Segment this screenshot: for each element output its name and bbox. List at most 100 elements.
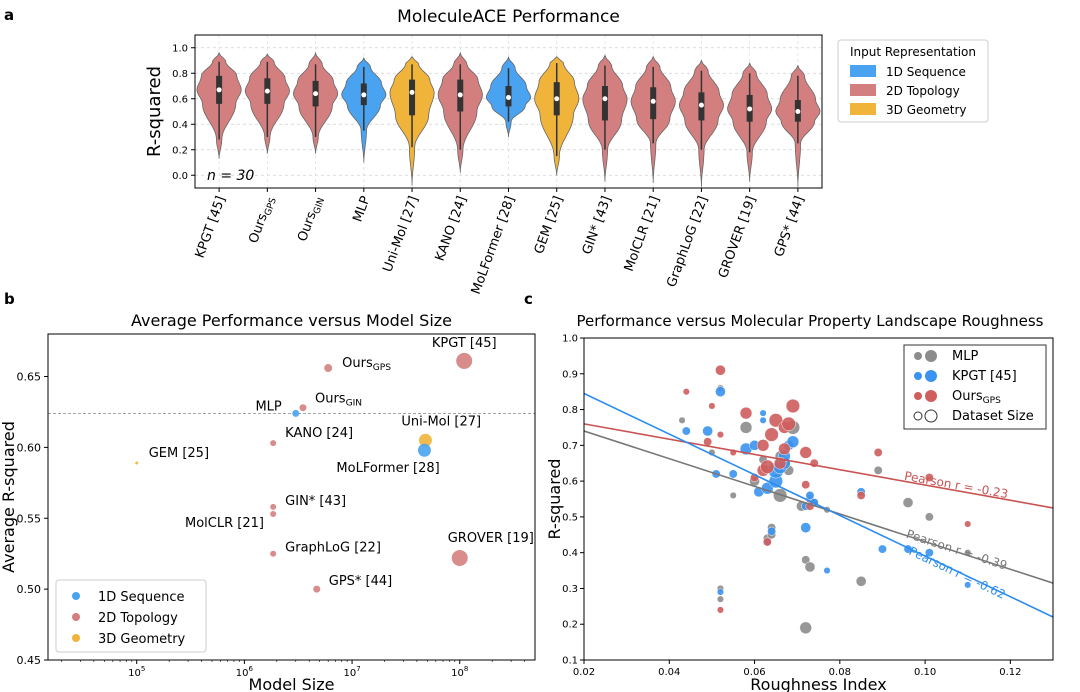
chart-c-xtick-label: 0.08 xyxy=(829,667,851,678)
chart-c-point-oursgps xyxy=(760,459,775,474)
chart-b-point-label: OursGIN xyxy=(315,392,362,409)
chart-c-point-oursgps xyxy=(764,427,779,442)
chart-c-point-oursgps xyxy=(785,398,801,414)
chart-a-ytick-label: 0.6 xyxy=(172,94,188,105)
chart-c-point-oursgps xyxy=(778,442,791,456)
chart-c-point-mlp xyxy=(804,561,816,573)
chart-c-title: Performance versus Molecular Property La… xyxy=(577,312,1044,330)
chart-a-violin: MoleculeACE Performance R-squared 0.0 0.2 0.… xyxy=(144,7,989,296)
chart-c-legend-marker-small xyxy=(914,392,922,400)
chart-b-point-label-base: Ours xyxy=(342,356,373,371)
chart-c-point-kpgt xyxy=(878,544,887,554)
chart-b-point xyxy=(270,503,277,510)
chart-b-point xyxy=(270,440,277,447)
chart-c-point-kpgt xyxy=(924,548,934,558)
chart-b-point-label-base: Ours xyxy=(315,392,346,407)
chart-c-ylabel: R-squared xyxy=(545,459,564,540)
chart-b-point-label-subscript: GPS xyxy=(373,363,392,373)
violin-median xyxy=(602,96,608,102)
chart-b-point xyxy=(292,409,300,417)
chart-a-xtick-label: GraphLoG [22] xyxy=(664,194,711,289)
chart-b-frame xyxy=(47,333,536,661)
chart-c-point-oursgps xyxy=(762,537,772,547)
chart-b-point-label: GEM [25] xyxy=(149,446,209,461)
violin-median xyxy=(216,87,222,93)
chart-c-point-mlp xyxy=(716,595,724,603)
chart-c-point-oursgps xyxy=(873,448,883,457)
chart-a-xtick-label: OursGPS xyxy=(246,194,279,246)
chart-c-ytick-label: 0.2 xyxy=(562,620,578,631)
violin-median xyxy=(698,102,704,108)
chart-c-point-oursgps xyxy=(708,402,716,410)
chart-b-legend-marker xyxy=(72,634,80,642)
chart-c-xtick-label: 0.06 xyxy=(743,667,765,678)
chart-a-xtick-label: GPS* [44] xyxy=(772,194,808,259)
chart-b-point-label: KPGT [45] xyxy=(432,336,497,351)
panel-label-b: b xyxy=(4,290,15,308)
chart-c-point-mlp xyxy=(739,421,753,434)
chart-b-xtick-base: 10 xyxy=(343,668,356,679)
chart-c-legend-label: OursGPS xyxy=(952,389,1001,406)
chart-c-point-kpgt xyxy=(767,526,777,536)
chart-c-point-oursgps xyxy=(799,446,812,459)
chart-b-ytick-label: 0.45 xyxy=(17,654,42,667)
chart-a-xtick-label: GIN* [43] xyxy=(580,194,615,256)
chart-a-xtick-label: KANO [24] xyxy=(433,194,470,263)
chart-c-legend-marker-large xyxy=(924,409,938,423)
chart-a-ytick-label: 0.0 xyxy=(172,171,188,182)
violin-median xyxy=(313,91,319,97)
chart-c-ytick-label: 0.6 xyxy=(562,477,578,488)
chart-b-point xyxy=(270,550,277,557)
chart-a-ylabel: R-squared xyxy=(144,66,165,157)
chart-b-scatter: Average Performance versus Model Size Mod… xyxy=(0,311,536,692)
chart-c-legend-label-base: Ours xyxy=(952,389,983,404)
chart-b-point-label: Uni-Mol [27] xyxy=(401,414,481,429)
violin-iqr-box xyxy=(601,86,608,121)
chart-b-point xyxy=(418,433,432,447)
chart-b-xtick-label: 107 xyxy=(343,665,360,679)
chart-c-legend-marker-large xyxy=(925,370,937,382)
chart-c-legend-marker-small xyxy=(913,411,923,421)
chart-c-point-mlp xyxy=(902,497,914,508)
chart-b-xtick-base: 10 xyxy=(236,668,249,679)
chart-c-point-kpgt xyxy=(805,490,815,500)
chart-c-xtick-label: 0.04 xyxy=(658,667,680,678)
chart-c-point-kpgt xyxy=(702,425,713,437)
chart-c-ytick-label: 1.0 xyxy=(562,334,578,345)
chart-c-point-oursgps xyxy=(856,490,866,500)
violin-iqr-box xyxy=(409,79,416,116)
chart-c-xtick-label: 0.10 xyxy=(914,667,936,678)
chart-b-point xyxy=(313,585,321,593)
chart-b-point-label: GraphLoG [22] xyxy=(285,541,381,556)
chart-c-legend-label: KPGT [45] xyxy=(952,369,1017,384)
chart-c-ytick-label: 0.8 xyxy=(562,405,578,416)
chart-b-legend-marker xyxy=(72,613,80,621)
chart-c-point-oursgps xyxy=(781,416,796,432)
chart-b-legend-label: 2D Topology xyxy=(98,611,178,626)
chart-c-frame xyxy=(583,337,1054,661)
chart-a-legend-frame xyxy=(837,39,989,123)
chart-c-fit-line xyxy=(584,392,1053,618)
chart-c-legend-marker-large xyxy=(925,350,937,362)
chart-a-legend-title: Input Representation xyxy=(850,45,976,59)
chart-c-ytick-label: 0.5 xyxy=(562,512,578,523)
chart-b-xtick-exp: 7 xyxy=(356,665,360,673)
chart-c-point-oursgps xyxy=(756,439,770,452)
chart-b-point-label: KANO [24] xyxy=(285,426,353,441)
chart-b-xlabel: Model Size xyxy=(249,675,335,692)
chart-c-xtick-label: 0.02 xyxy=(573,667,595,678)
chart-b-ytick-label: 0.65 xyxy=(17,371,42,384)
chart-b-legend: 1D Sequence 2D Topology 3D Geometry xyxy=(55,579,207,653)
chart-a-legend-swatch xyxy=(850,103,876,115)
chart-c-point-oursgps xyxy=(716,431,724,439)
chart-c-xtick-label: 0.12 xyxy=(999,667,1021,678)
chart-c-point-kpgt xyxy=(786,435,800,449)
chart-b-ytick-label: 0.55 xyxy=(17,512,42,525)
chart-c-point-mlp xyxy=(729,491,737,499)
chart-a-legend-label: 3D Geometry xyxy=(886,103,967,117)
violin-median xyxy=(361,92,367,98)
chart-c-ytick-label: 0.3 xyxy=(562,584,578,595)
violin-median xyxy=(457,92,463,98)
chart-c-point-mlp xyxy=(873,465,883,475)
